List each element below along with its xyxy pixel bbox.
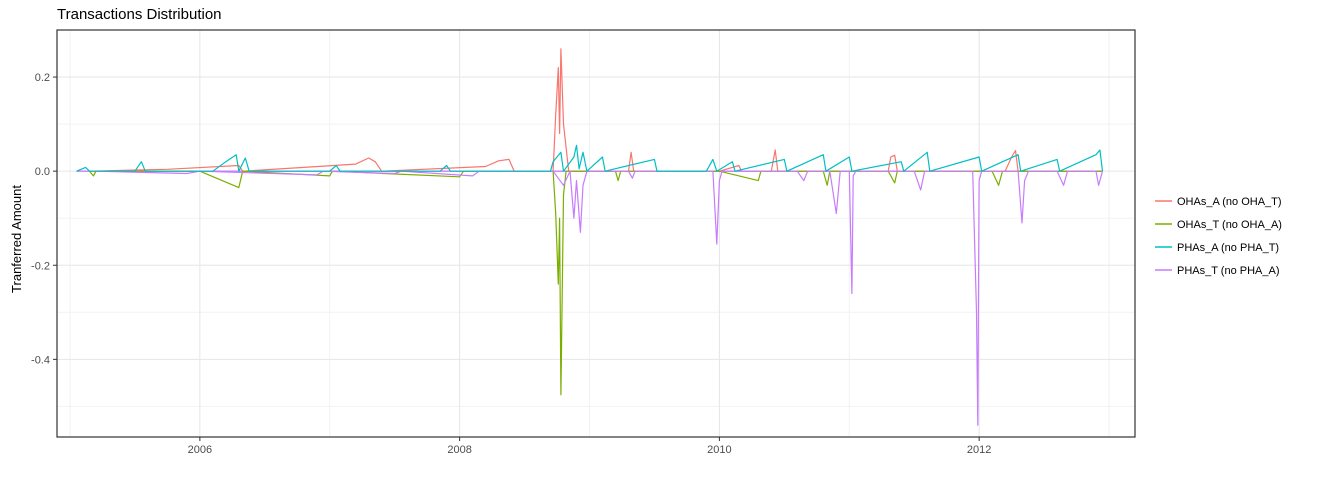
plot-background — [57, 30, 1135, 437]
series-line-3 — [76, 144, 1104, 172]
x-tick-label: 2010 — [707, 444, 731, 456]
legend-label-3: PHAs_A (no PHA_T) — [1177, 242, 1279, 254]
legend-label-4: PHAs_T (no PHA_A) — [1177, 265, 1280, 277]
series-line-2 — [89, 170, 1103, 396]
x-tick-label: 2008 — [447, 444, 471, 456]
plot-border — [56, 29, 1136, 438]
legend-label-2: OHAs_T (no OHA_A) — [1177, 219, 1282, 231]
series-line-1 — [89, 48, 1103, 172]
y-tick-label: -0.4 — [31, 354, 50, 366]
x-tick-label: 2006 — [188, 444, 212, 456]
y-tick-label: -0.2 — [31, 260, 50, 272]
legend-label-1: OHAs_A (no OHA_T) — [1177, 196, 1282, 208]
y-tick-label: 0.2 — [35, 72, 50, 84]
x-tick-label: 2012 — [967, 444, 991, 456]
y-tick-label: 0.0 — [35, 166, 50, 178]
y-axis-label: Tranferred Amount — [9, 185, 24, 293]
chart-title: Transactions Distribution — [57, 6, 222, 23]
